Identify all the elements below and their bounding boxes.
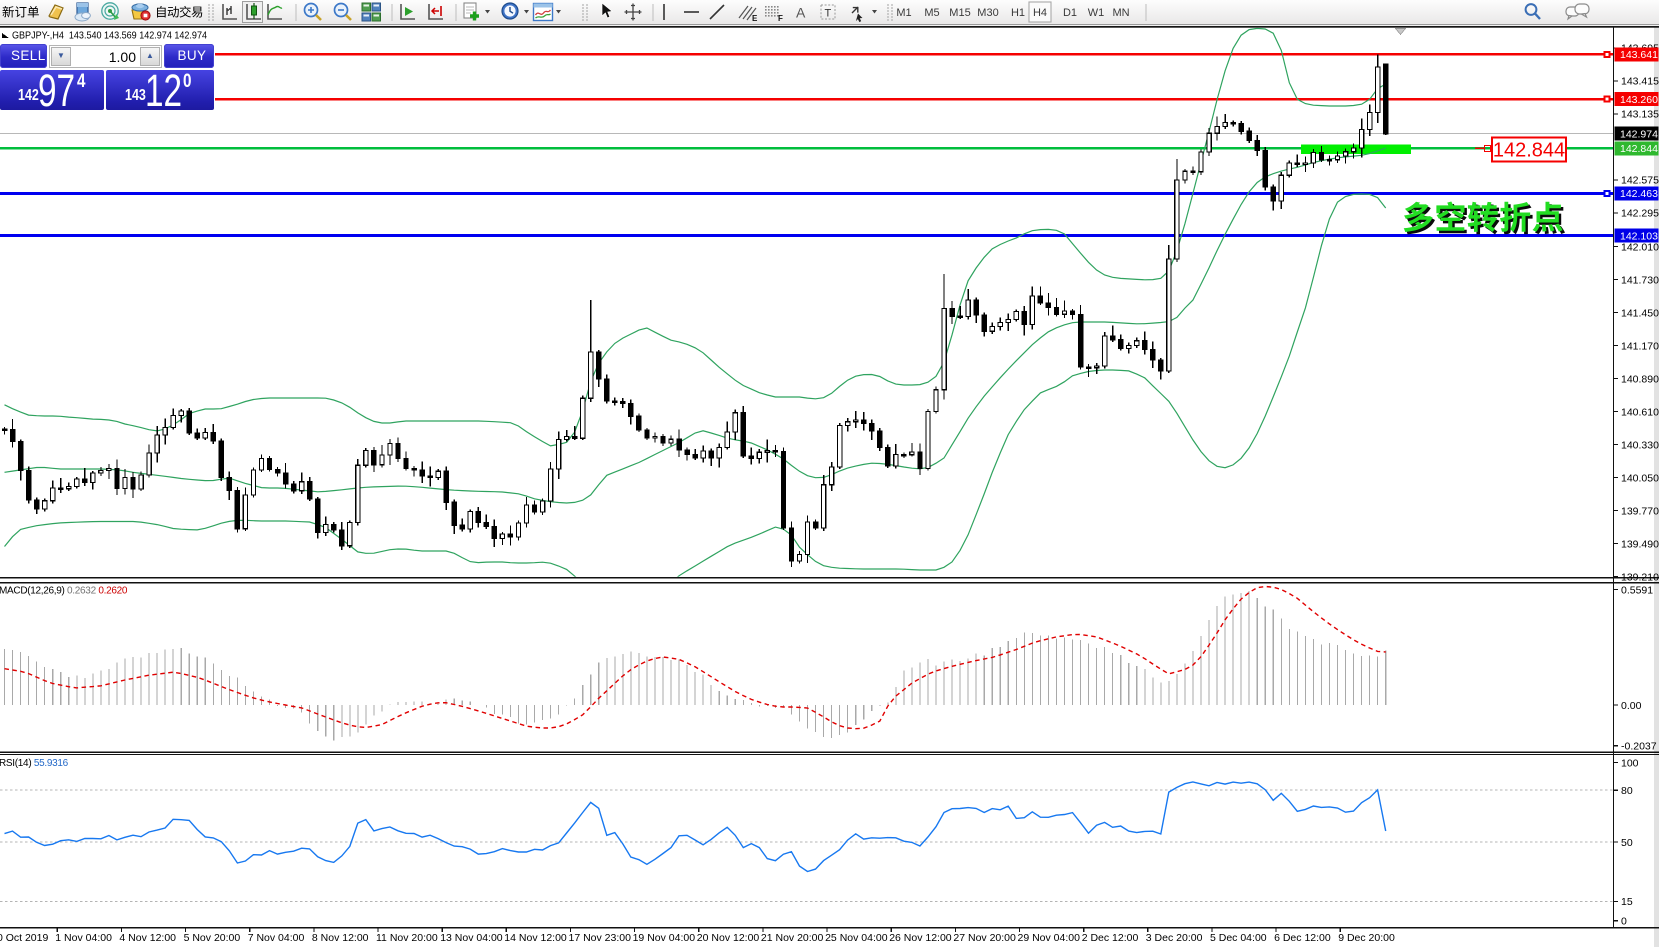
svg-text:GBPJPY-,H4 143.540 143.569 14: GBPJPY-,H4 143.540 143.569 142.974 142.9…	[12, 31, 207, 42]
svg-text:139.770: 139.770	[1621, 505, 1659, 517]
svg-text:T: T	[825, 8, 832, 20]
svg-text:140.890: 140.890	[1621, 373, 1659, 385]
svg-text:-0.2037: -0.2037	[1621, 741, 1657, 753]
svg-text:M15: M15	[949, 7, 970, 19]
svg-text:21 Nov 20:00: 21 Nov 20:00	[761, 932, 824, 944]
svg-text:E: E	[752, 14, 758, 23]
svg-text:142.844: 142.844	[1620, 143, 1658, 155]
svg-text:142.974: 142.974	[1620, 128, 1658, 140]
svg-text:139.210: 139.210	[1621, 571, 1659, 583]
svg-text:141.170: 141.170	[1621, 340, 1659, 352]
svg-text:142.010: 142.010	[1621, 241, 1659, 253]
svg-text:27 Nov 20:00: 27 Nov 20:00	[953, 932, 1016, 944]
svg-text:F: F	[778, 14, 783, 23]
svg-text:MN: MN	[1112, 7, 1129, 19]
svg-text:5 Dec 04:00: 5 Dec 04:00	[1210, 932, 1267, 944]
svg-text:141.730: 141.730	[1621, 274, 1659, 286]
svg-text:0: 0	[1621, 916, 1627, 928]
svg-text:8 Nov 12:00: 8 Nov 12:00	[312, 932, 369, 944]
svg-text:143.260: 143.260	[1620, 94, 1658, 106]
svg-text:25 Nov 04:00: 25 Nov 04:00	[825, 932, 888, 944]
svg-text:2 Dec 12:00: 2 Dec 12:00	[1082, 932, 1139, 944]
svg-text:13 Nov 04:00: 13 Nov 04:00	[440, 932, 503, 944]
svg-text:W1: W1	[1088, 7, 1105, 19]
svg-text:9 Dec 20:00: 9 Dec 20:00	[1338, 932, 1395, 944]
svg-text:D1: D1	[1063, 7, 1077, 19]
svg-text:29 Nov 04:00: 29 Nov 04:00	[1018, 932, 1081, 944]
svg-text:142.844: 142.844	[1493, 140, 1565, 162]
svg-text:M1: M1	[896, 7, 911, 19]
svg-text:A: A	[796, 5, 806, 21]
svg-text:M30: M30	[977, 7, 998, 19]
svg-text:6 Dec 12:00: 6 Dec 12:00	[1274, 932, 1331, 944]
svg-text:142.295: 142.295	[1621, 208, 1659, 220]
svg-text:17 Nov 23:00: 17 Nov 23:00	[569, 932, 632, 944]
svg-text:0.00: 0.00	[1621, 700, 1642, 712]
svg-text:142.575: 142.575	[1621, 175, 1659, 187]
svg-text:MACD(12,26,9) 0.2632 0.2620: MACD(12,26,9) 0.2632 0.2620	[0, 586, 128, 597]
svg-text:30 Oct 2019: 30 Oct 2019	[0, 932, 48, 944]
svg-text:50: 50	[1621, 837, 1633, 849]
svg-text:RSI(14) 55.9316: RSI(14) 55.9316	[0, 758, 69, 769]
svg-text:7 Nov 04:00: 7 Nov 04:00	[248, 932, 305, 944]
svg-text:140.050: 140.050	[1621, 472, 1659, 484]
svg-text:4 Nov 12:00: 4 Nov 12:00	[119, 932, 176, 944]
svg-text:80: 80	[1621, 785, 1633, 797]
svg-text:H4: H4	[1033, 7, 1047, 19]
svg-text:0.5591: 0.5591	[1621, 584, 1653, 596]
svg-text:19 Nov 04:00: 19 Nov 04:00	[633, 932, 696, 944]
svg-text:143.641: 143.641	[1620, 49, 1658, 61]
svg-text:140.610: 140.610	[1621, 406, 1659, 418]
svg-text:142.463: 142.463	[1620, 188, 1658, 200]
svg-text:20 Nov 12:00: 20 Nov 12:00	[697, 932, 760, 944]
svg-text:3 Dec 20:00: 3 Dec 20:00	[1146, 932, 1203, 944]
svg-text:11 Nov 20:00: 11 Nov 20:00	[376, 932, 438, 944]
svg-text:100: 100	[1621, 757, 1639, 769]
svg-text:H1: H1	[1011, 7, 1025, 19]
svg-text:143.135: 143.135	[1621, 109, 1659, 121]
svg-text:15: 15	[1621, 896, 1633, 908]
svg-text:140.330: 140.330	[1621, 439, 1659, 451]
svg-text:1 Nov 04:00: 1 Nov 04:00	[55, 932, 112, 944]
svg-text:14 Nov 12:00: 14 Nov 12:00	[504, 932, 567, 944]
svg-text:M5: M5	[924, 7, 939, 19]
svg-text:139.490: 139.490	[1621, 538, 1659, 550]
svg-text:5 Nov 20:00: 5 Nov 20:00	[184, 932, 241, 944]
svg-text:143.415: 143.415	[1621, 76, 1659, 88]
svg-text:142.103: 142.103	[1620, 231, 1658, 243]
svg-text:26 Nov 12:00: 26 Nov 12:00	[889, 932, 952, 944]
svg-text:141.450: 141.450	[1621, 307, 1659, 319]
